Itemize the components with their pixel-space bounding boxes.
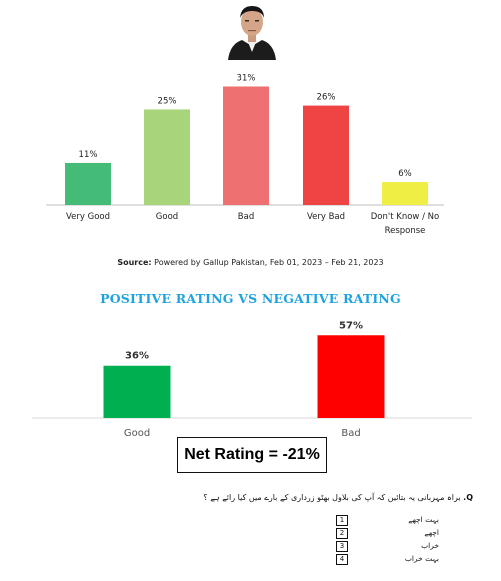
answer-option: 1 بہت اچھے — [336, 515, 439, 526]
option-label: اچھے — [424, 528, 439, 537]
bar — [103, 365, 171, 418]
rating-distribution-chart: 11% Very Good 25% Good 31% Bad 26% Very Bad 6% Do… — [46, 73, 444, 236]
survey-question: Q. براہ مہربانی یہ بتائیں کہ آپ کی بلاول… — [203, 493, 473, 502]
source-text: Powered by Gallup Pakistan, Feb 01, 2023… — [154, 258, 384, 267]
category-label: Good — [156, 212, 178, 222]
option-number: 4 — [336, 554, 348, 565]
answer-option: 2 اچھے — [336, 528, 439, 539]
option-number: 3 — [336, 541, 348, 552]
question-text: براہ مہربانی یہ بتائیں کہ آپ کی بلاول بھ… — [203, 493, 461, 502]
bar — [65, 162, 111, 205]
data-label: 11% — [79, 150, 98, 160]
category-label: Don't Know / No — [371, 212, 439, 222]
bar — [223, 86, 269, 205]
bar — [303, 105, 349, 205]
data-label: 6% — [398, 169, 412, 179]
category-label: Response — [385, 226, 426, 236]
source-note: Source: Powered by Gallup Pakistan, Feb … — [0, 258, 501, 267]
category-label: Bad — [238, 212, 254, 222]
data-label: 57% — [339, 320, 363, 331]
portrait-photo — [224, 0, 280, 60]
answer-option: 4 بہت خراب — [336, 554, 439, 565]
section-title: POSITIVE RATING VS NEGATIVE RATING — [100, 291, 401, 306]
option-number: 2 — [336, 528, 348, 539]
question-prefix: Q. — [463, 493, 473, 502]
option-label: بہت خراب — [404, 554, 439, 563]
bar — [382, 182, 428, 205]
category-label: Very Good — [66, 212, 110, 222]
category-label: Very Bad — [307, 212, 345, 222]
answer-option: 3 خراب — [336, 541, 439, 552]
positive-negative-chart: 36% Good 57% Bad — [32, 320, 472, 439]
data-label: 31% — [237, 73, 256, 83]
category-label: Bad — [341, 428, 360, 439]
bar — [317, 335, 385, 418]
data-label: 36% — [125, 351, 149, 362]
category-label: Good — [124, 428, 150, 439]
source-label: Source: — [117, 258, 152, 267]
data-label: 25% — [158, 96, 177, 106]
option-label: خراب — [421, 541, 439, 550]
data-label: 26% — [317, 93, 336, 103]
bar — [144, 109, 190, 205]
option-label: بہت اچھے — [408, 515, 439, 524]
option-number: 1 — [336, 515, 348, 526]
net-rating-box: Net Rating = -21% — [177, 437, 327, 473]
